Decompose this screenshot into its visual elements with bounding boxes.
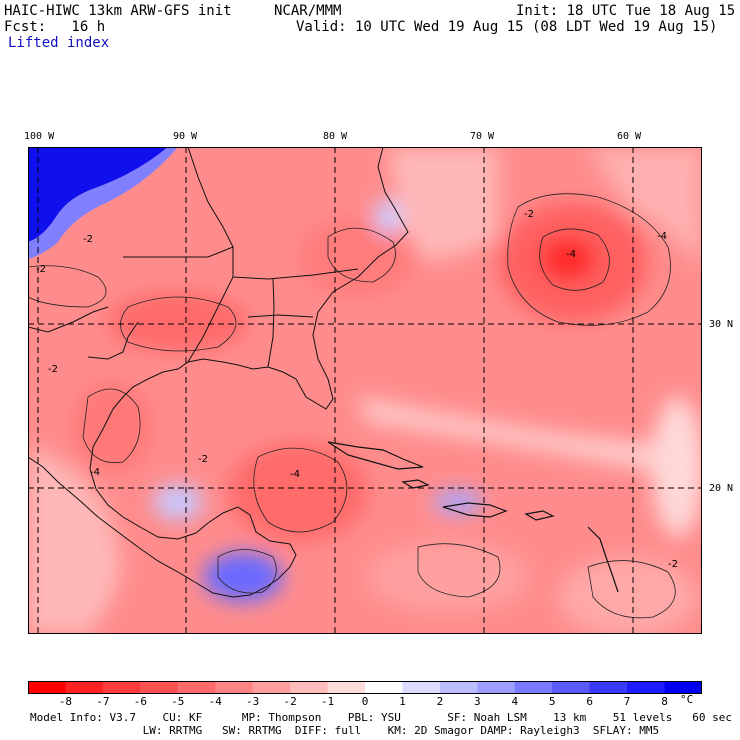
colorbar-swatch <box>402 681 441 694</box>
colorbar-swatch <box>552 681 591 694</box>
colorbar-swatch <box>589 681 628 694</box>
contour-label: -2 <box>524 209 534 220</box>
lat-label-20n: 20 N <box>709 483 734 494</box>
colorbar <box>28 681 702 694</box>
colorbar-swatch <box>290 681 329 694</box>
colorbar-swatch <box>439 681 478 694</box>
contour-value-labels: -2 -4 -2 -4 -2 -4 -2 -4 -2 -2 <box>36 209 678 570</box>
colorbar-swatch <box>627 681 666 694</box>
li-contours <box>28 193 676 619</box>
contour-label: -2 <box>36 264 46 275</box>
lat-label-30n: 30 N <box>709 319 734 330</box>
colorbar-swatch <box>215 681 254 694</box>
cold-corner-shading <box>28 147 168 242</box>
model-info-line2: LW: RRTMG SW: RRTMG DIFF: full KM: 2D Sm… <box>30 724 660 737</box>
colorbar-tick-label: -1 <box>320 695 335 708</box>
colorbar-tick-label: -2 <box>283 695 297 708</box>
field-name: Lifted index <box>8 35 110 51</box>
colorbar-swatch <box>28 681 66 694</box>
latlon-grid <box>28 147 702 634</box>
colorbar-tick-label: -3 <box>246 695 260 708</box>
li-field-shading <box>28 147 702 634</box>
contour-label: -2 <box>83 234 93 245</box>
colorbar-tick-label: 8 <box>661 695 668 708</box>
contour-label: -2 <box>198 454 208 465</box>
contour-label: -4 <box>657 231 667 242</box>
forecast-hour: Fcst: 16 h <box>4 19 106 35</box>
contour-label: -4 <box>566 249 576 260</box>
lon-label-100w: 100 W <box>24 131 55 142</box>
colorbar-swatch <box>102 681 141 694</box>
colorbar-tick-label: 5 <box>548 695 556 708</box>
colorbar-swatch <box>252 681 291 694</box>
colorbar-tick-label: 7 <box>623 695 631 708</box>
colorbar-swatch <box>514 681 553 694</box>
colorbar-swatch <box>365 681 403 694</box>
colorbar-tick-label: 6 <box>586 695 593 708</box>
colorbar-swatch <box>140 681 179 694</box>
colorbar-swatch <box>177 681 216 694</box>
lifted-index-map: -2 -4 -2 -4 -2 -4 -2 -4 -2 -2 <box>28 147 702 634</box>
colorbar-tick-label: 3 <box>474 695 481 708</box>
model-title: HAIC-HIWC 13km ARW-GFS init <box>4 3 232 19</box>
colorbar-tick-label: -8 <box>58 695 73 708</box>
islands <box>327 441 619 593</box>
colorbar-swatch <box>664 681 702 694</box>
colorbar-tick-label: 2 <box>436 695 444 708</box>
colorbar-unit: °C <box>680 693 694 706</box>
colorbar-tick-label: -4 <box>208 695 222 708</box>
lon-label-70w: 70 W <box>470 131 495 142</box>
map-frame <box>28 147 702 634</box>
org-label: NCAR/MMM <box>274 3 342 19</box>
colorbar-tick-label: -6 <box>133 695 147 708</box>
contour-label: -4 <box>290 469 300 480</box>
colorbar-tick-label: -5 <box>171 695 185 708</box>
contour-label: -2 <box>48 364 58 375</box>
contour-label: -2 <box>668 559 678 570</box>
colorbar-swatch <box>65 681 104 694</box>
init-time: Init: 18 UTC Tue 18 Aug 15 <box>516 3 736 19</box>
colorbar-tick-label: 4 <box>511 695 519 708</box>
colorbar-frame <box>28 681 702 694</box>
colorbar-tick-label: 0 <box>361 695 369 708</box>
model-info-line1: Model Info: V3.7 CU: KF MP: Thompson PBL… <box>30 711 732 724</box>
colorbar-tick-label: 1 <box>399 695 406 708</box>
colorbar-swatch <box>327 681 366 694</box>
colorbar-tick-label: -7 <box>96 695 110 708</box>
lon-label-80w: 80 W <box>323 131 348 142</box>
lon-label-60w: 60 W <box>617 131 642 142</box>
contour-label: -4 <box>90 467 100 478</box>
valid-time: Valid: 10 UTC Wed 19 Aug 15 (08 LDT Wed … <box>296 19 718 35</box>
lon-label-90w: 90 W <box>173 131 198 142</box>
colorbar-swatch <box>477 681 516 694</box>
